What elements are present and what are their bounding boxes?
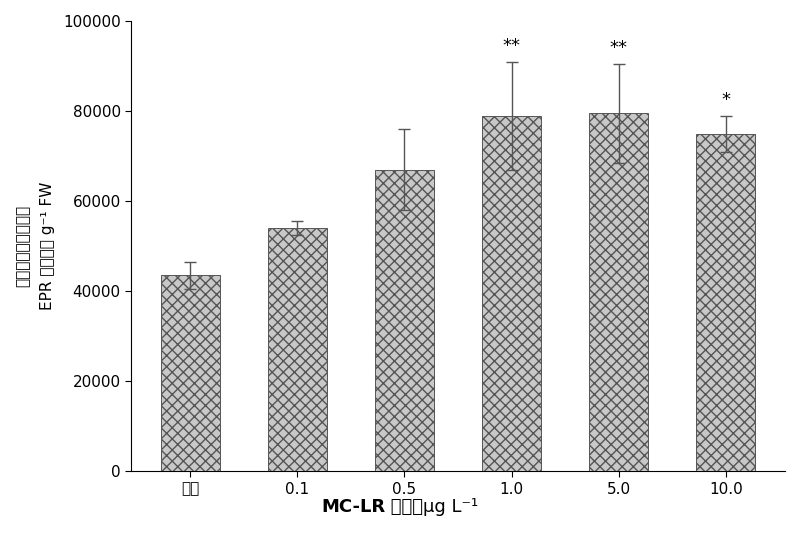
- Text: **: **: [610, 39, 628, 57]
- Bar: [161, 275, 220, 471]
- Bar: [375, 170, 434, 471]
- Bar: [590, 113, 648, 471]
- Y-axis label: 超氧阴离子自由基，
EPR 信号强度 g⁻¹ FW: 超氧阴离子自由基， EPR 信号强度 g⁻¹ FW: [15, 182, 54, 310]
- Text: **: **: [502, 37, 521, 54]
- Bar: [482, 116, 541, 471]
- Text: 浓度，μg L⁻¹: 浓度，μg L⁻¹: [386, 498, 478, 516]
- Text: *: *: [722, 91, 730, 109]
- Bar: [696, 133, 755, 471]
- Text: MC-LR: MC-LR: [322, 498, 386, 516]
- Bar: [268, 228, 327, 471]
